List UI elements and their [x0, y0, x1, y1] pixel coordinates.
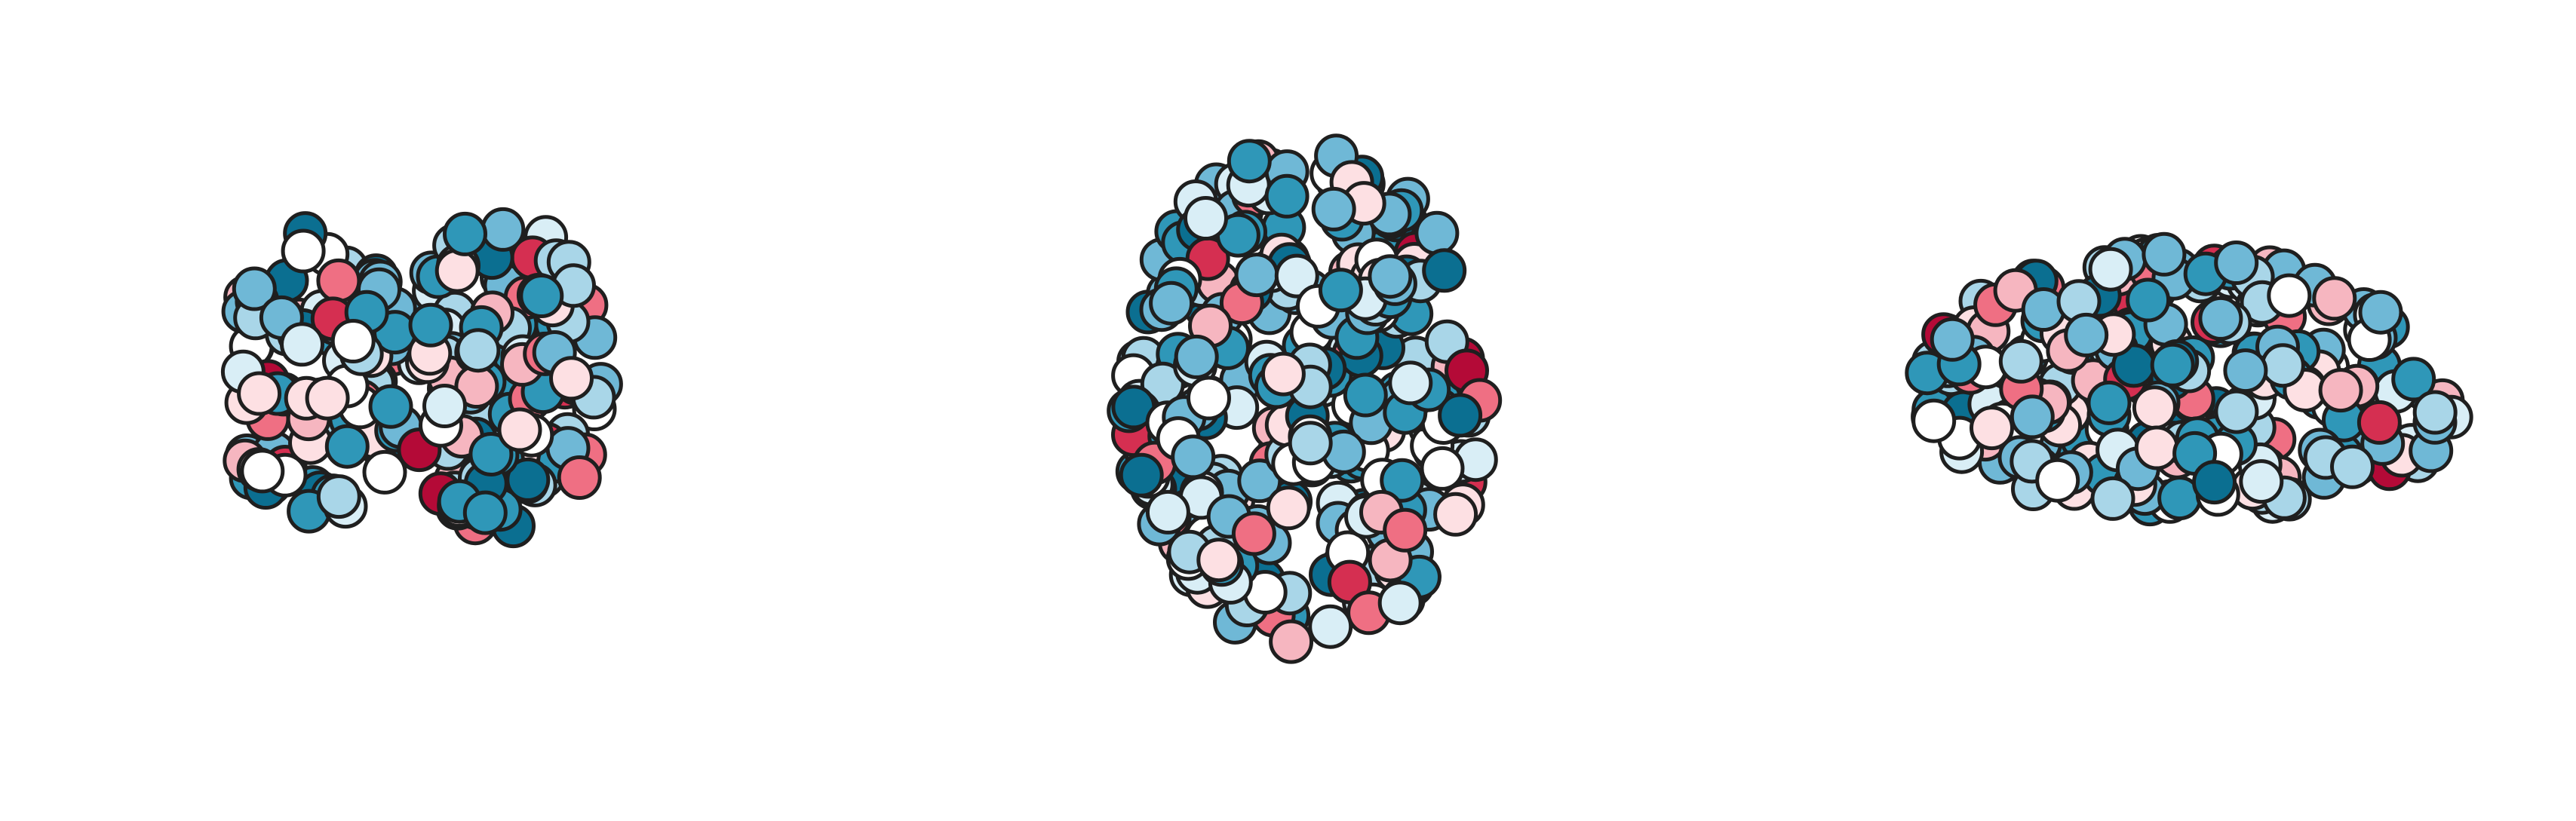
- brain-node: [549, 356, 594, 401]
- brain-node: [2223, 348, 2268, 394]
- brain-node: [1420, 446, 1465, 491]
- brain-node: [1145, 489, 1190, 535]
- brain-node: [1911, 398, 1957, 443]
- brain-node: [1383, 507, 1428, 553]
- brain-node: [1269, 619, 1314, 664]
- brain-node: [422, 384, 467, 428]
- brain-node: [1227, 139, 1272, 184]
- brain-node: [1184, 196, 1228, 240]
- brain-node: [2412, 390, 2458, 435]
- brain-node: [1231, 511, 1276, 556]
- brain-node: [330, 319, 376, 363]
- brain-node: [1260, 351, 1306, 397]
- brain-node: [1311, 186, 1356, 231]
- brain-node: [462, 490, 508, 535]
- brain-node: [281, 228, 326, 274]
- brain-node: [1174, 334, 1219, 379]
- brain-node: [1998, 339, 2043, 384]
- brain-node: [2134, 425, 2179, 470]
- brain-node: [2260, 343, 2305, 388]
- brain-node: [2126, 277, 2171, 323]
- brain-node: [2090, 476, 2135, 521]
- brain-node: [1196, 538, 1242, 583]
- brain-node: [557, 455, 602, 500]
- brain-node: [2267, 273, 2312, 318]
- brain-node: [2132, 385, 2177, 430]
- brain-node: [368, 384, 413, 429]
- brain-node: [316, 474, 361, 519]
- brain-node: [1187, 375, 1231, 421]
- brain-node: [362, 449, 407, 495]
- brain-node: [1380, 458, 1425, 503]
- brain-node: [1119, 452, 1164, 498]
- brain-node: [1388, 360, 1433, 406]
- brain-node: [2330, 444, 2375, 489]
- brain-node: [2214, 240, 2259, 285]
- brain-node: [280, 322, 324, 367]
- side-view: [1905, 231, 2473, 527]
- brain-node: [1422, 248, 1467, 293]
- brain-node: [2214, 389, 2259, 434]
- brain-node: [232, 266, 277, 311]
- brain-node: [481, 207, 526, 252]
- brain-node: [443, 211, 487, 256]
- brain-node: [468, 432, 514, 476]
- brain-node: [305, 375, 350, 421]
- brain-node: [1414, 210, 1460, 256]
- brain-node: [1438, 393, 1483, 438]
- brain-node: [240, 449, 285, 494]
- brain-node: [2064, 312, 2109, 357]
- brain-node: [1266, 486, 1311, 531]
- brain-node: [2391, 357, 2436, 402]
- brain-node: [324, 424, 370, 469]
- brain-node: [456, 328, 501, 373]
- top-view: [1107, 133, 1503, 664]
- brain-node: [2192, 460, 2237, 505]
- brain-node: [2035, 458, 2080, 503]
- brain-node: [2010, 394, 2055, 440]
- brain-node: [2150, 342, 2195, 388]
- brain-node: [237, 371, 282, 416]
- brain-node: [2088, 247, 2133, 292]
- brain-node: [1171, 434, 1216, 479]
- brain-node: [497, 407, 542, 452]
- brain-node: [408, 302, 453, 348]
- front-view: [220, 207, 623, 549]
- brain-node: [1970, 406, 2014, 451]
- brain-node: [1308, 604, 1353, 649]
- brain-node: [1264, 173, 1309, 219]
- brain-node: [1343, 372, 1388, 418]
- brain-node: [1234, 253, 1279, 298]
- brain-node: [2239, 459, 2284, 504]
- brain-node: [2358, 289, 2403, 335]
- brain-node: [1318, 268, 1363, 313]
- brain-node: [1377, 581, 1423, 626]
- brain-node: [1149, 280, 1194, 326]
- brain-node: [1930, 317, 1975, 362]
- brain-node: [2086, 380, 2132, 425]
- brain-node: [2318, 368, 2363, 413]
- brain-node: [2198, 296, 2243, 341]
- brain-node: [2356, 400, 2402, 445]
- brain-node: [434, 248, 480, 293]
- brain-node: [1274, 253, 1319, 299]
- brain-node: [1433, 492, 1478, 537]
- brain-node: [2312, 276, 2357, 321]
- brain-node: [1288, 421, 1333, 466]
- brain-node: [519, 274, 564, 318]
- brain-node: [2142, 231, 2187, 277]
- brain-node: [1368, 254, 1413, 299]
